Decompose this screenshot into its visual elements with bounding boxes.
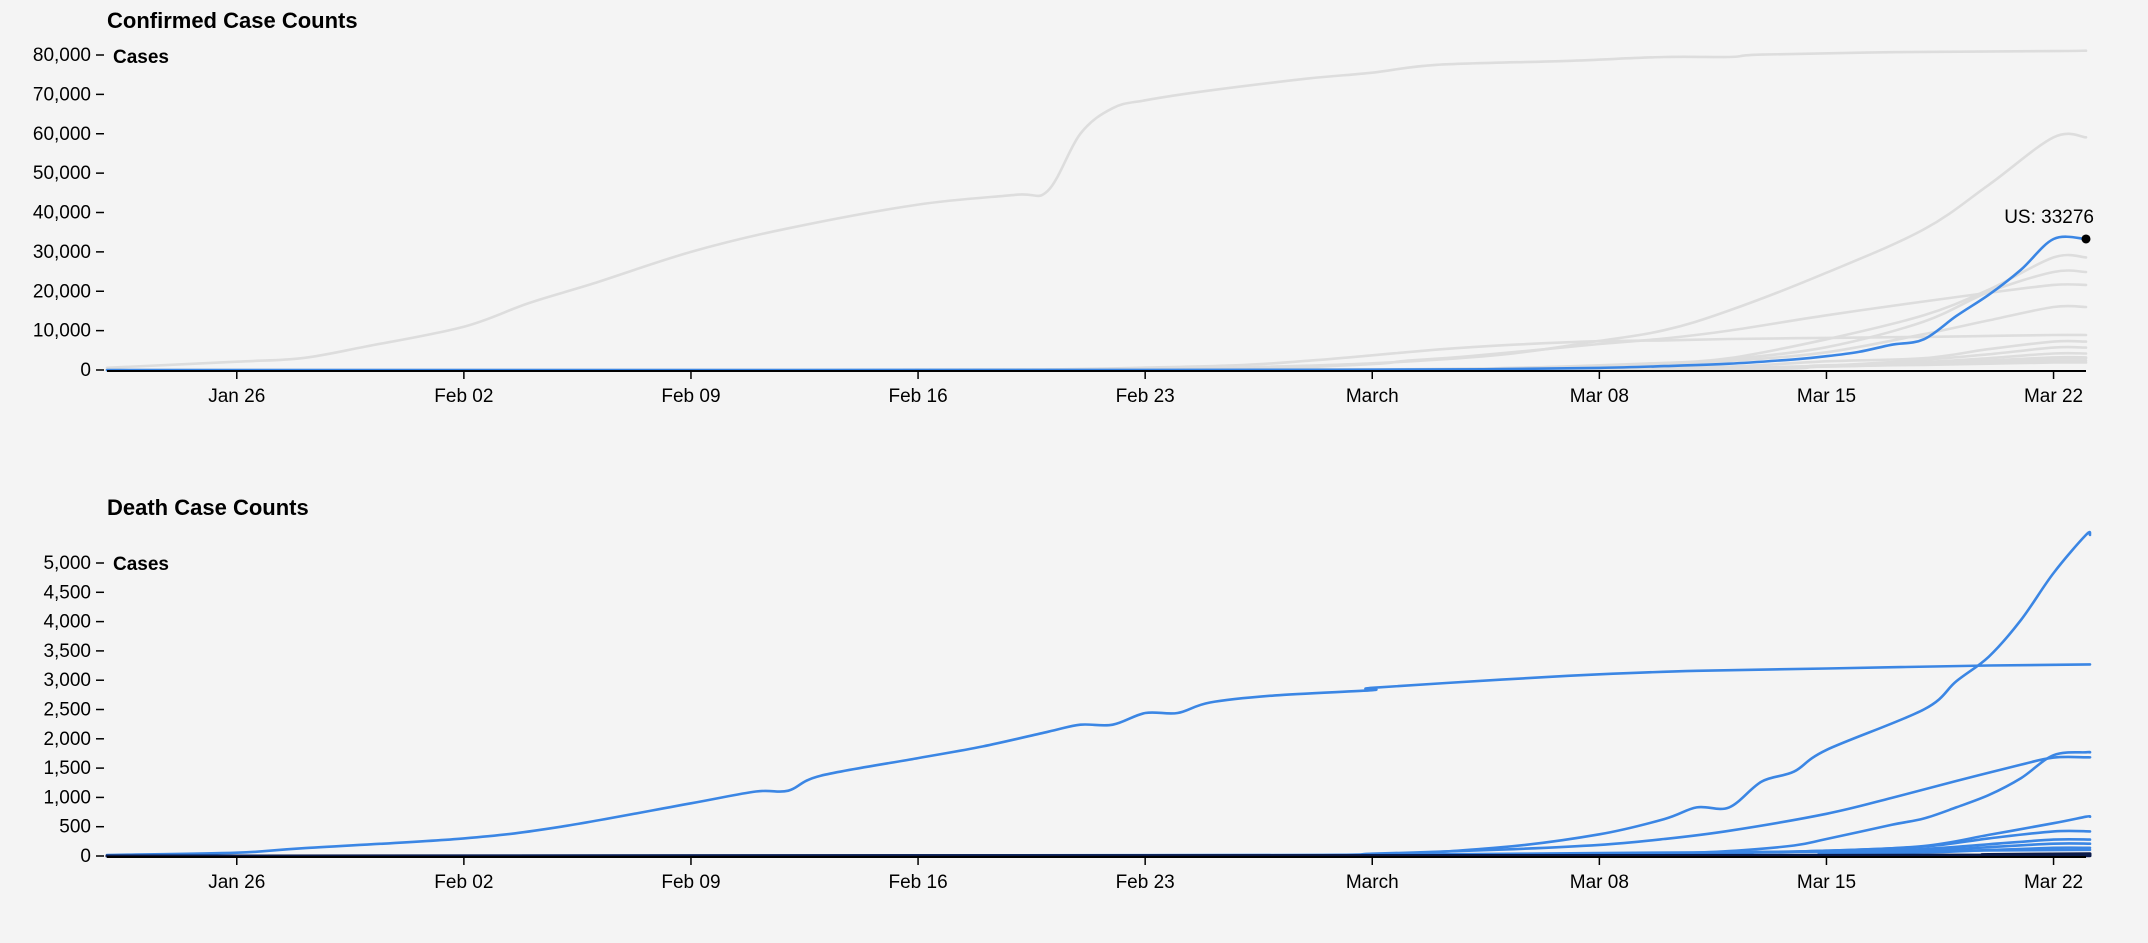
y-tick-label: 500 bbox=[59, 817, 91, 838]
x-tick-label: Feb 02 bbox=[434, 872, 493, 893]
highlight-point bbox=[2082, 234, 2091, 243]
x-tick-label: Mar 22 bbox=[2024, 872, 2083, 893]
x-tick-label: Mar 22 bbox=[2024, 386, 2083, 407]
y-tick-label: 3,000 bbox=[43, 670, 91, 691]
series-line bbox=[107, 816, 2090, 856]
chart-title: Confirmed Case Counts bbox=[107, 8, 358, 33]
y-tick-label: 80,000 bbox=[33, 45, 91, 66]
series-line bbox=[107, 664, 2090, 855]
x-tick-label: Feb 23 bbox=[1116, 872, 1175, 893]
y-tick-label: 4,000 bbox=[43, 612, 91, 633]
x-tick-label: March bbox=[1346, 386, 1399, 407]
x-tick-label: Jan 26 bbox=[208, 872, 265, 893]
x-tick-label: Mar 08 bbox=[1570, 386, 1629, 407]
y-axis: 0 500 1,000 1,500 2,000 2,500 3,000 3,500 4,000 4… bbox=[43, 553, 104, 867]
y-tick-label: 2,500 bbox=[43, 700, 91, 721]
series-line-us bbox=[107, 237, 2086, 370]
y-tick-label: 0 bbox=[80, 360, 91, 381]
y-tick-label: 50,000 bbox=[33, 163, 91, 184]
y-tick-label: 30,000 bbox=[33, 242, 91, 263]
death-cases-chart: Death Case Counts Cases 0 500 1,000 1,500 2,… bbox=[43, 495, 2090, 893]
series-line bbox=[107, 532, 2090, 856]
y-tick-label: 1,000 bbox=[43, 787, 91, 808]
series-line bbox=[107, 752, 2090, 856]
series-lines bbox=[107, 51, 2086, 370]
y-tick-label: 10,000 bbox=[33, 321, 91, 342]
x-tick-label: Feb 16 bbox=[888, 872, 947, 893]
y-tick-label: 3,500 bbox=[43, 641, 91, 662]
x-tick-label: Feb 23 bbox=[1116, 386, 1175, 407]
y-tick-label: 40,000 bbox=[33, 203, 91, 224]
x-tick-label: Mar 15 bbox=[1797, 872, 1856, 893]
x-tick-label: Feb 16 bbox=[888, 386, 947, 407]
x-tick-label: Mar 08 bbox=[1570, 872, 1629, 893]
x-tick-label: March bbox=[1346, 872, 1399, 893]
y-tick-label: 1,500 bbox=[43, 758, 91, 779]
x-tick-label: Jan 26 bbox=[208, 386, 265, 407]
x-axis: Jan 26 Feb 02 Feb 09 Feb 16 Feb 23 March Mar 0… bbox=[107, 371, 2086, 407]
y-tick-label: 60,000 bbox=[33, 124, 91, 145]
series-line-italy bbox=[107, 134, 2086, 370]
y-tick-label: 5,000 bbox=[43, 553, 91, 574]
y-axis-label: Cases bbox=[113, 47, 169, 68]
x-tick-label: Feb 09 bbox=[661, 386, 720, 407]
x-tick-label: Mar 15 bbox=[1797, 386, 1856, 407]
y-tick-label: 70,000 bbox=[33, 84, 91, 105]
chart-title: Death Case Counts bbox=[107, 495, 309, 520]
y-tick-label: 4,500 bbox=[43, 582, 91, 603]
y-tick-label: 2,000 bbox=[43, 729, 91, 750]
series-lines bbox=[107, 532, 2090, 856]
x-axis: Jan 26 Feb 02 Feb 09 Feb 16 Feb 23 March Mar 0… bbox=[107, 857, 2086, 893]
y-axis-label: Cases bbox=[113, 554, 169, 575]
y-tick-label: 0 bbox=[80, 846, 91, 867]
x-tick-label: Feb 09 bbox=[661, 872, 720, 893]
x-tick-label: Feb 02 bbox=[434, 386, 493, 407]
y-axis: 0 10,000 20,000 30,000 40,000 50,000 60,000 70,… bbox=[33, 45, 104, 381]
y-tick-label: 20,000 bbox=[33, 281, 91, 302]
highlight-label: US: 33276 bbox=[2004, 207, 2094, 228]
confirmed-cases-chart: Confirmed Case Counts Cases 0 10,000 20,00… bbox=[33, 8, 2094, 407]
